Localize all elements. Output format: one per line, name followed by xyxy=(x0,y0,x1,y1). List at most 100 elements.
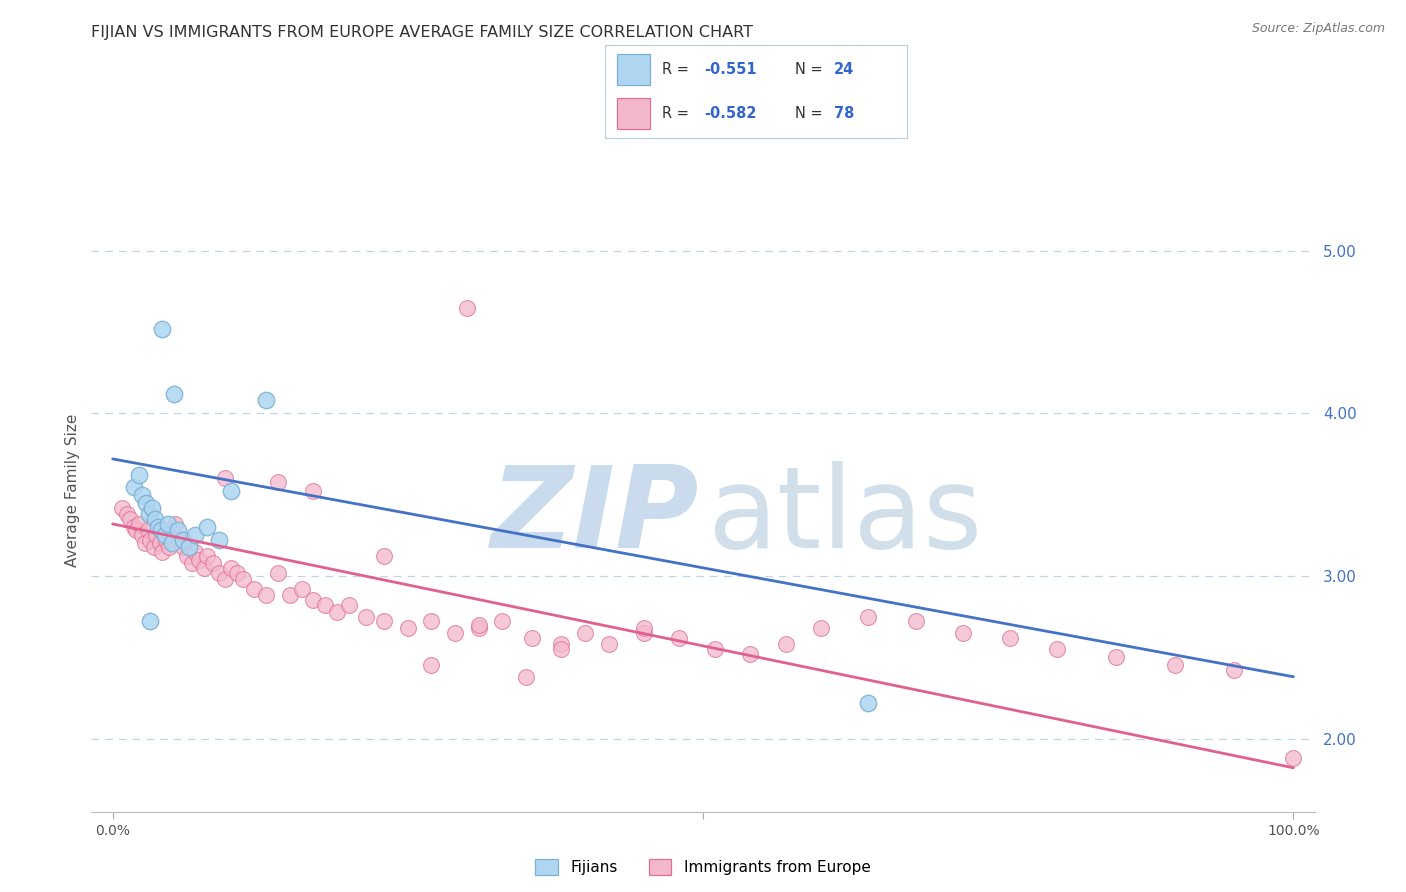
Point xyxy=(998,631,1021,645)
Point xyxy=(214,471,236,485)
Legend: Fijians, Immigrants from Europe: Fijians, Immigrants from Europe xyxy=(529,853,877,881)
Point xyxy=(278,589,301,603)
Text: Source: ZipAtlas.com: Source: ZipAtlas.com xyxy=(1251,22,1385,36)
Point xyxy=(115,507,138,521)
Point xyxy=(373,615,395,629)
Point xyxy=(326,605,349,619)
Point xyxy=(775,637,797,651)
Point xyxy=(122,479,145,493)
Point xyxy=(225,566,247,580)
Point xyxy=(314,599,336,613)
Point xyxy=(208,533,231,548)
Point xyxy=(143,540,166,554)
Point xyxy=(150,544,173,558)
Text: ZIP: ZIP xyxy=(491,461,699,572)
Text: atlas: atlas xyxy=(707,461,981,572)
Point xyxy=(633,621,655,635)
Point xyxy=(150,322,173,336)
Point xyxy=(146,520,169,534)
Text: N =: N = xyxy=(794,106,827,121)
Point xyxy=(125,524,148,538)
Point xyxy=(176,549,198,564)
Point xyxy=(337,599,360,613)
Point xyxy=(180,556,202,570)
Point xyxy=(193,561,215,575)
Point xyxy=(1164,658,1187,673)
Point xyxy=(904,615,927,629)
Point xyxy=(131,488,153,502)
Point xyxy=(141,500,163,515)
Point xyxy=(231,572,253,586)
Point xyxy=(219,484,242,499)
Point xyxy=(467,621,489,635)
Point xyxy=(131,528,153,542)
Point xyxy=(356,609,378,624)
Point xyxy=(139,615,162,629)
Point xyxy=(195,520,218,534)
Point xyxy=(134,536,156,550)
Point xyxy=(167,533,190,548)
Point xyxy=(668,631,690,645)
Point xyxy=(150,524,173,538)
Point xyxy=(160,536,183,550)
Point xyxy=(173,540,195,554)
Point xyxy=(214,572,236,586)
Point xyxy=(254,589,277,603)
Point xyxy=(145,528,167,542)
Point xyxy=(187,552,209,566)
Point xyxy=(574,625,596,640)
Point xyxy=(373,549,395,564)
Point xyxy=(420,615,443,629)
Point xyxy=(184,528,207,542)
Point xyxy=(550,637,572,651)
Point xyxy=(165,516,187,531)
Bar xyxy=(617,54,650,85)
Point xyxy=(302,593,325,607)
Point xyxy=(396,621,419,635)
Point xyxy=(267,566,290,580)
Point xyxy=(138,507,160,521)
Point xyxy=(135,496,157,510)
Point xyxy=(1223,663,1246,677)
Point xyxy=(467,617,489,632)
Point xyxy=(201,556,224,570)
Point xyxy=(633,625,655,640)
Text: R =: R = xyxy=(662,62,693,77)
Point xyxy=(515,670,537,684)
Point xyxy=(219,561,242,575)
Text: 78: 78 xyxy=(834,106,855,121)
Point xyxy=(173,533,195,548)
Point xyxy=(858,696,880,710)
Point xyxy=(143,512,166,526)
Point xyxy=(810,621,832,635)
Point xyxy=(157,540,180,554)
Point xyxy=(157,516,180,531)
Point xyxy=(120,512,142,526)
Text: -0.582: -0.582 xyxy=(704,106,756,121)
Point xyxy=(1282,751,1305,765)
Point xyxy=(456,301,478,315)
Point xyxy=(290,582,312,596)
Text: -0.551: -0.551 xyxy=(704,62,756,77)
Point xyxy=(160,524,183,538)
Point xyxy=(179,540,201,554)
Text: 24: 24 xyxy=(834,62,855,77)
Point xyxy=(1105,650,1128,665)
Point xyxy=(153,528,176,542)
Y-axis label: Average Family Size: Average Family Size xyxy=(65,414,80,567)
Point xyxy=(740,647,762,661)
Point xyxy=(420,658,443,673)
Point xyxy=(598,637,620,651)
Point xyxy=(128,468,150,483)
Point xyxy=(703,642,725,657)
Point xyxy=(550,642,572,657)
Point xyxy=(491,615,513,629)
Point xyxy=(139,533,162,548)
Point xyxy=(267,475,290,489)
Point xyxy=(520,631,543,645)
Point xyxy=(111,500,134,515)
Text: R =: R = xyxy=(662,106,693,121)
Point xyxy=(444,625,467,640)
Point xyxy=(195,549,218,564)
Point xyxy=(952,625,974,640)
